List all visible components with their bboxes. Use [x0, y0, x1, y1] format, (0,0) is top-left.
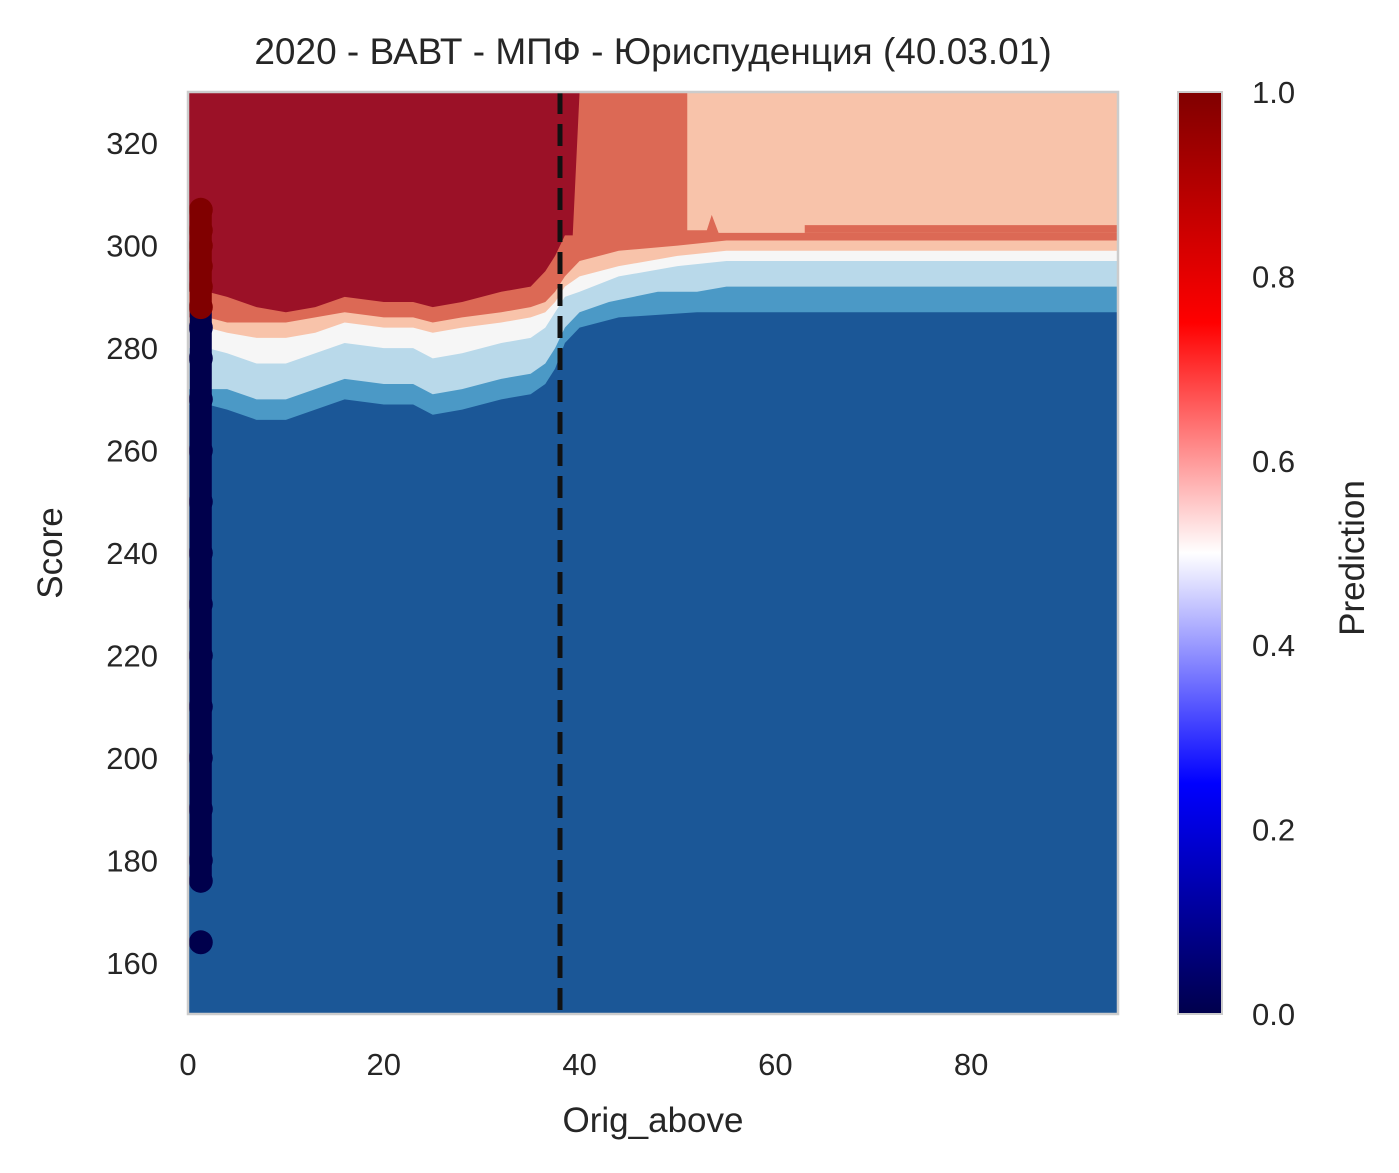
scatter-point: [188, 254, 213, 279]
y-tick-label: 200: [106, 741, 158, 776]
colorbar-ticks: 0.0 0.2 0.4 0.6 0.8 1.0: [1252, 75, 1295, 1032]
x-tick-label: 60: [758, 1047, 792, 1082]
colorbar-tick-label: 0.0: [1252, 997, 1295, 1032]
colorbar-label: Prediction: [1333, 480, 1372, 636]
scatter-point: [188, 541, 213, 565]
plot-area: [188, 92, 1118, 1014]
x-tick-label: 0: [179, 1047, 196, 1082]
scatter-point: [188, 295, 213, 320]
x-axis-label: Orig_above: [563, 1101, 744, 1140]
chart-title: 2020 - ВАВТ - МПФ - Юриспуденция (40.03.…: [254, 31, 1051, 72]
y-tick-label: 180: [106, 843, 158, 878]
colorbar: 0.0 0.2 0.4 0.6 0.8 1.0 Prediction: [1177, 75, 1372, 1032]
colorbar-gradient: [1177, 91, 1223, 1015]
colorbar-tick-label: 1.0: [1252, 75, 1295, 110]
y-tick-label: 160: [106, 946, 158, 981]
y-tick-label: 240: [106, 536, 158, 571]
contour-band-upper-right: [687, 92, 1118, 233]
x-tick-label: 80: [954, 1047, 988, 1082]
scatter-point: [188, 218, 213, 243]
colorbar-tick-label: 0.6: [1252, 444, 1295, 479]
scatter-point: [188, 489, 213, 514]
scatter-point: [188, 387, 213, 412]
scatter-point: [188, 592, 213, 617]
y-tick-label: 300: [106, 229, 158, 264]
colorbar-tick-label: 0.4: [1252, 628, 1295, 663]
scatter-point: [188, 346, 213, 371]
y-tick-label: 280: [106, 331, 158, 366]
scatter-point: [188, 745, 213, 770]
y-tick-label: 320: [106, 126, 158, 161]
colorbar-tick-label: 0.2: [1252, 813, 1295, 848]
contour-band-stripe: [804, 225, 1118, 233]
x-tick-label: 20: [367, 1047, 401, 1082]
scatter-point: [188, 197, 213, 222]
scatter-point: [188, 438, 213, 463]
scatter-points: [188, 197, 213, 955]
scatter-point: [188, 930, 213, 955]
scatter-point: [188, 848, 213, 873]
scatter-point: [188, 643, 213, 668]
y-axis-label: Score: [31, 507, 70, 598]
y-axis-ticks: 160 180 200 220 240 260 280 300 320: [106, 126, 158, 981]
scatter-point: [188, 274, 213, 299]
colorbar-tick-label: 0.8: [1252, 259, 1295, 294]
contour-bands: [188, 92, 1118, 1014]
y-tick-label: 220: [106, 638, 158, 673]
contour-band-0.9: [188, 92, 580, 313]
x-tick-label: 40: [562, 1047, 596, 1082]
scatter-point: [188, 694, 213, 719]
scatter-point: [188, 797, 213, 822]
scatter-point: [188, 315, 213, 340]
scatter-point: [188, 868, 213, 893]
x-axis-ticks: 0 20 40 60 80: [179, 1047, 988, 1082]
plot-frame: [186, 90, 1120, 1016]
y-tick-label: 260: [106, 434, 158, 469]
